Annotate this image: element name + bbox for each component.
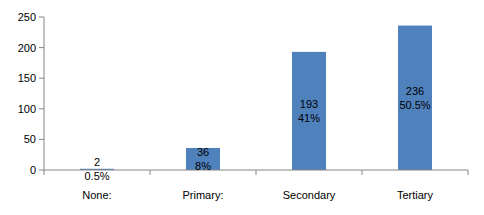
y-tick [39,78,44,79]
x-tick [468,170,469,175]
data-label: 36 [197,146,209,158]
y-tick-label: 150 [18,72,36,84]
y-tick-label: 200 [18,42,36,54]
x-tick [44,170,45,175]
percent-label: 0.5% [84,170,109,182]
y-tick [39,108,44,109]
x-tick-label: Secondary [283,189,336,201]
data-label: 193 [300,98,318,110]
x-tick-label: Tertiary [397,189,434,201]
x-tick [150,170,151,175]
y-tick [39,170,44,171]
y-tick-label: 100 [18,103,36,115]
y-tick-label: 0 [30,164,36,176]
data-label: 236 [406,85,424,97]
bars [80,26,432,170]
x-tick-label: Primary: [183,189,224,201]
y-tick [39,47,44,48]
percent-label: 41% [298,112,320,124]
x-tick-label: None: [82,189,111,201]
percent-label: 50.5% [399,99,430,111]
y-tick-label: 250 [18,11,36,23]
data-label: 2 [94,156,100,168]
percent-label: 8% [195,160,211,172]
y-tick [39,17,44,18]
chart: 0 50 100 150 200 250 None: Primary: Secondary Ter… [0,0,484,215]
y-tick [39,139,44,140]
x-tick [362,170,363,175]
y-axis [44,17,45,170]
x-tick [256,170,257,175]
bar [292,52,326,170]
bar [398,26,432,170]
y-tick-label: 50 [24,133,36,145]
